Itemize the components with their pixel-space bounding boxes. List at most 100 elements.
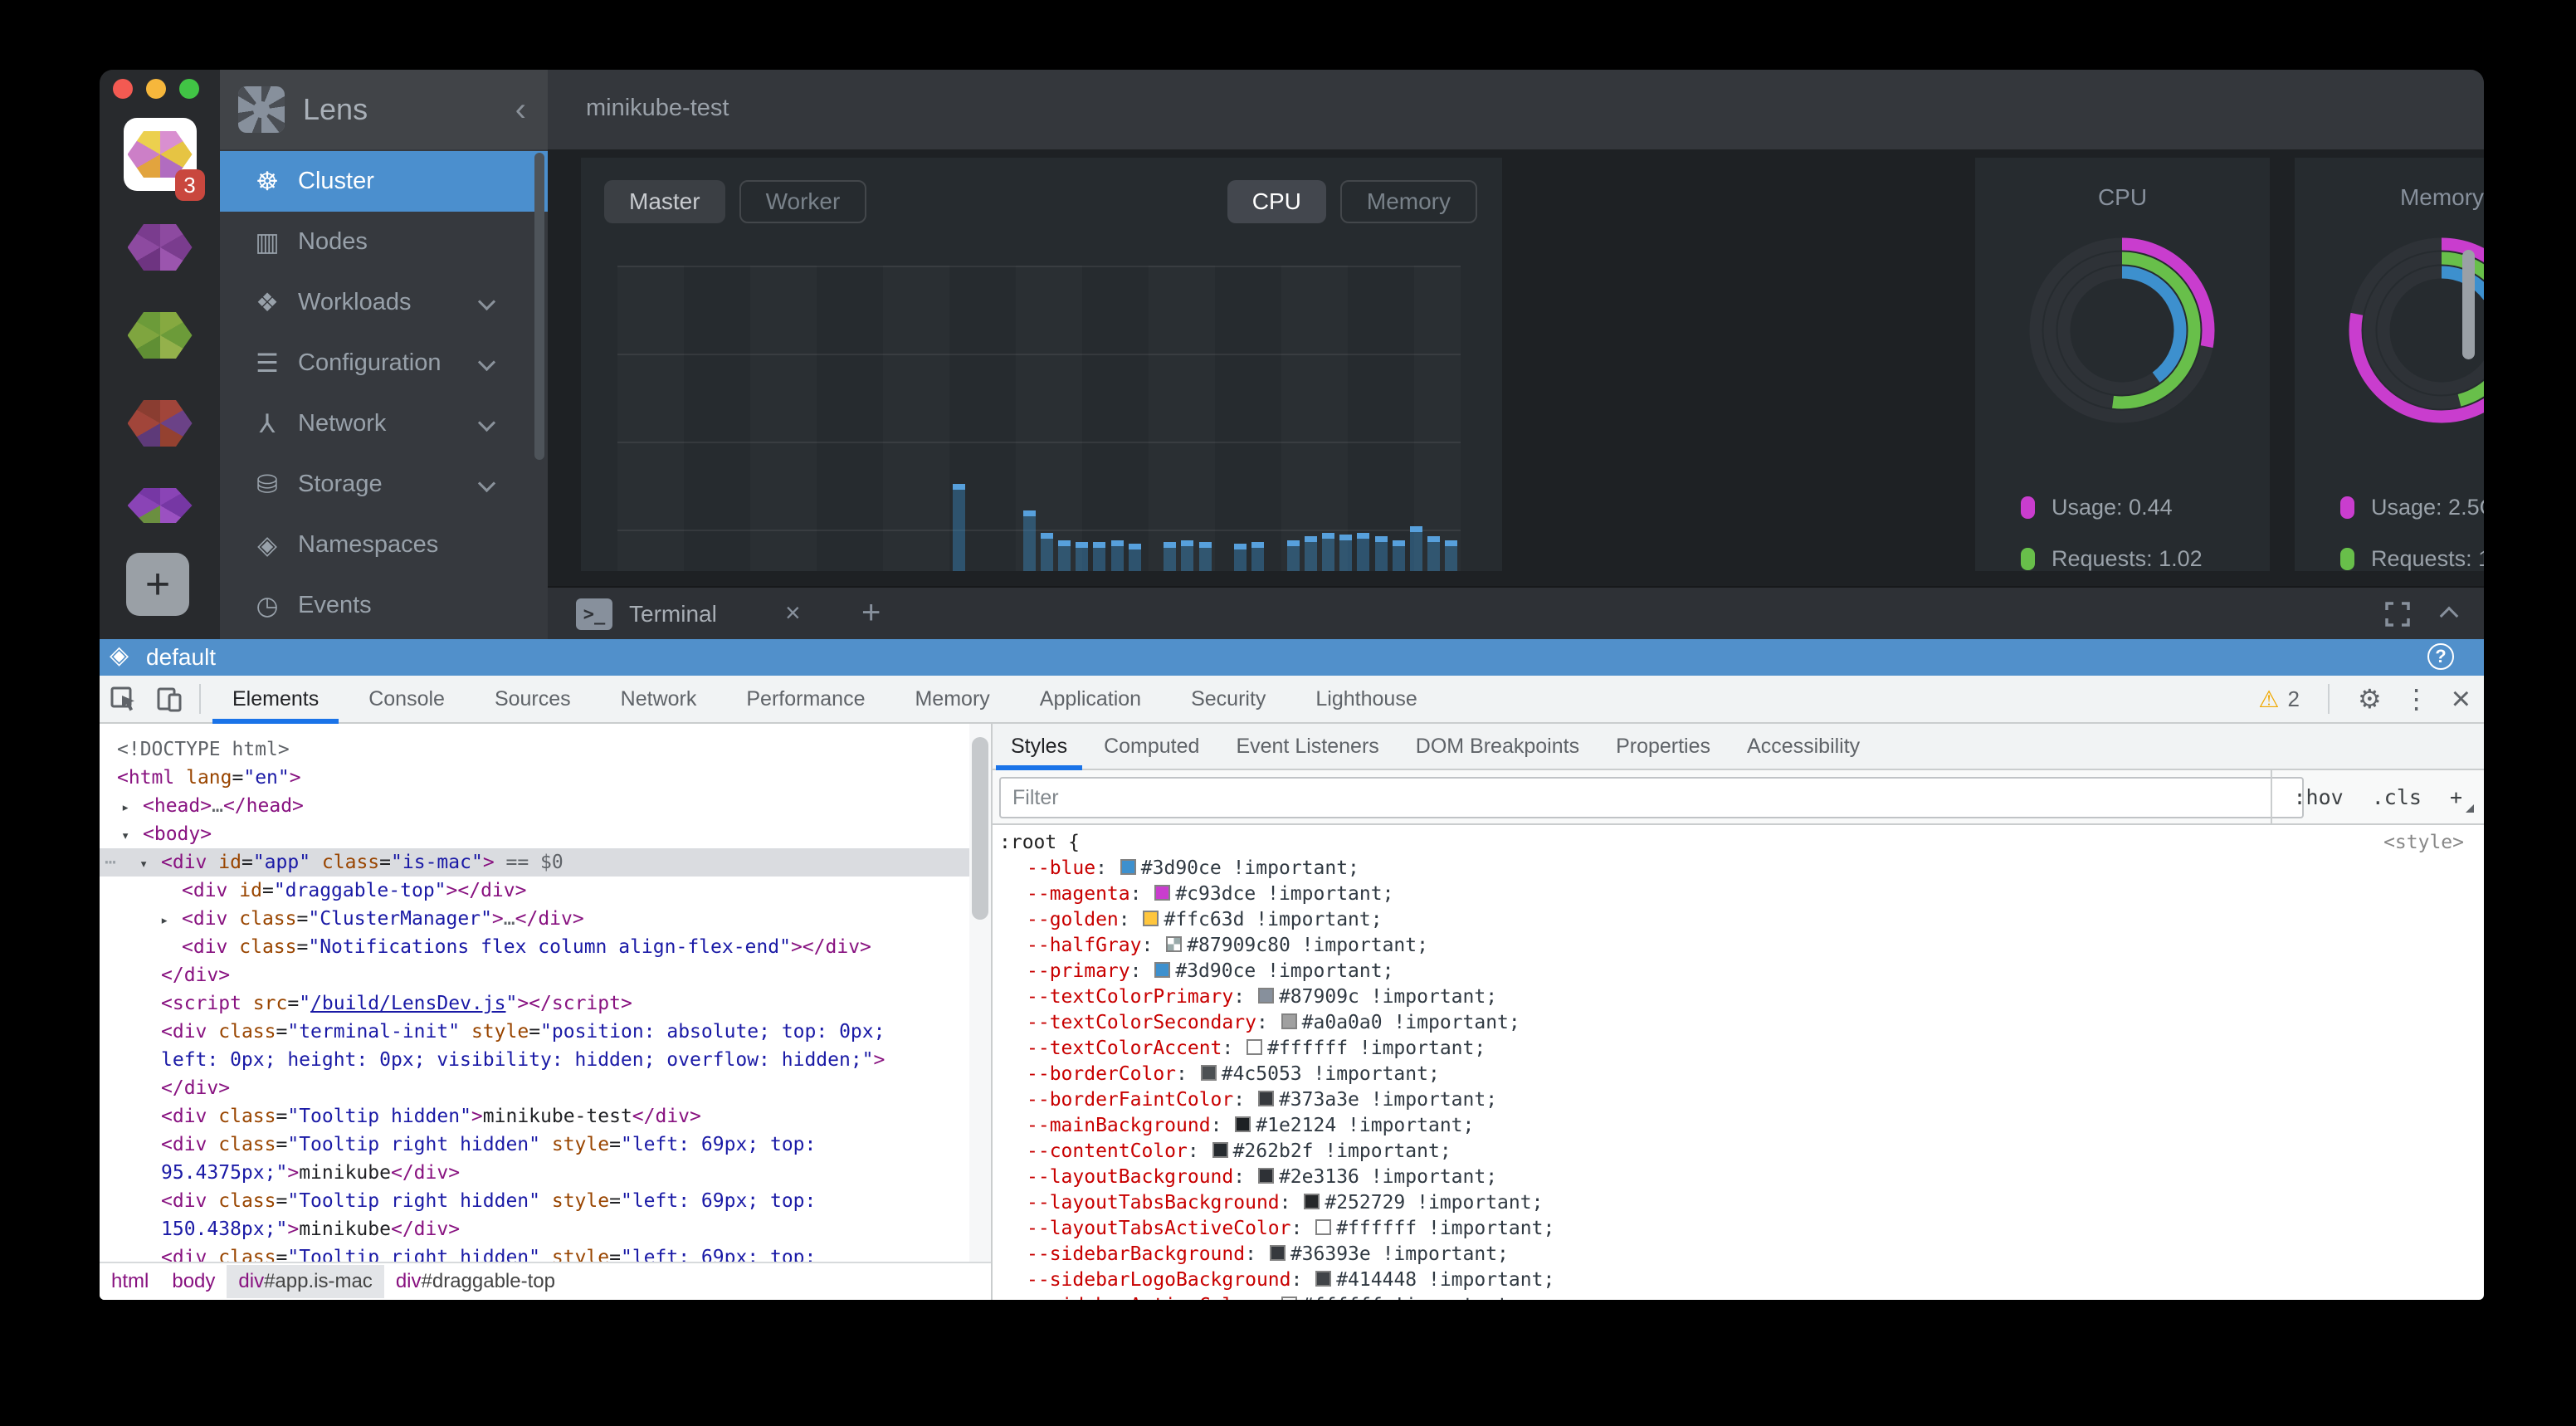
tab-security[interactable]: Security	[1191, 686, 1266, 711]
breadcrumb-div#app.is-mac[interactable]: div#app.is-mac	[227, 1265, 384, 1298]
color-swatch[interactable]	[1281, 1297, 1297, 1300]
dom-tree-row[interactable]: ▸ <head>…</head>	[121, 795, 304, 817]
chevron-down-icon[interactable]	[477, 474, 496, 493]
css-variable-row[interactable]: --layoutBackground: #2e3136 !important;	[1027, 1166, 1498, 1188]
settings-gear-icon[interactable]: ⚙	[2357, 684, 2382, 714]
chevron-down-icon[interactable]	[477, 292, 496, 311]
namespace-label[interactable]: default	[146, 644, 217, 670]
css-variable-row[interactable]: --sidebarBackground: #36393e !important;	[1027, 1243, 1509, 1265]
device-toolbar-icon[interactable]	[146, 676, 193, 722]
stylesheet-origin[interactable]: <style>	[2383, 832, 2464, 853]
sidebar-item-workloads[interactable]: ❖ Workloads	[220, 272, 548, 333]
sidebar-scrollbar[interactable]	[534, 153, 544, 460]
css-variable-row[interactable]: --mainBackground: #1e2124 !important;	[1027, 1115, 1475, 1136]
tab-lighthouse[interactable]: Lighthouse	[1315, 686, 1417, 711]
terminal-close-icon[interactable]: ×	[785, 598, 801, 628]
dom-tree-row[interactable]: ⋯ ▾ <div id="app" class="is-mac"> == $0	[100, 848, 991, 877]
cluster-avatar-active-cluster[interactable]: 3	[123, 118, 205, 201]
color-swatch[interactable]	[1281, 1013, 1297, 1029]
css-variable-row[interactable]: --contentColor: #262b2f !important;	[1027, 1140, 1451, 1162]
css-variable-row[interactable]: --textColorPrimary: #87909c !important;	[1027, 986, 1498, 1008]
color-swatch[interactable]	[1304, 1194, 1320, 1209]
dom-tree-row[interactable]: <div class="terminal-init" style="positi…	[161, 1021, 886, 1043]
pseudo-state-toggle[interactable]: :hov	[2293, 784, 2344, 809]
color-swatch[interactable]	[1120, 859, 1136, 875]
breadcrumb-body[interactable]: body	[172, 1270, 216, 1292]
color-swatch[interactable]	[1154, 885, 1171, 901]
cluster-avatar-cluster-violet[interactable]	[127, 488, 193, 523]
chevron-down-icon[interactable]	[477, 413, 496, 432]
css-variable-row[interactable]: --borderColor: #4c5053 !important;	[1027, 1063, 1440, 1085]
devtools-close-icon[interactable]: ×	[2451, 681, 2471, 717]
sidebar-item-cluster[interactable]: ☸ Cluster	[220, 151, 548, 212]
dom-tree-row[interactable]: <div class="Notifications flex column al…	[182, 936, 871, 958]
close-window-button[interactable]	[113, 79, 133, 99]
css-variable-row[interactable]: --borderFaintColor: #373a3e !important;	[1027, 1089, 1498, 1111]
css-variable-row[interactable]: --sidebarLogoBackground: #414448 !import…	[1027, 1269, 1555, 1291]
dom-tree-row[interactable]: </div>	[161, 1077, 231, 1099]
color-swatch[interactable]	[1154, 962, 1171, 978]
add-cluster-button[interactable]: +	[126, 553, 189, 616]
color-swatch[interactable]	[1247, 1039, 1263, 1055]
dom-tree-row[interactable]: left: 0px; height: 0px; visibility: hidd…	[161, 1049, 886, 1071]
tab-performance[interactable]: Performance	[746, 686, 866, 711]
tab-elements[interactable]: Elements	[207, 676, 344, 724]
node-tab-master[interactable]: Master	[604, 180, 725, 223]
color-swatch[interactable]	[1257, 988, 1274, 1004]
breadcrumb-div#draggable-top[interactable]: div#draggable-top	[395, 1270, 555, 1292]
sidebar-collapse-button[interactable]: ‹	[515, 90, 526, 128]
css-variable-row[interactable]: --layoutTabsActiveColor: #ffffff !import…	[1027, 1218, 1555, 1239]
dom-tree-row[interactable]: <script src="/build/LensDev.js"></script…	[161, 993, 632, 1014]
cluster-avatar-cluster-purple[interactable]	[127, 224, 193, 271]
css-variable-row[interactable]: --layoutTabsBackground: #252729 !importa…	[1027, 1192, 1544, 1214]
content-scrollbar[interactable]	[2462, 250, 2475, 359]
dom-tree-row[interactable]: <div class="Tooltip right hidden" style=…	[161, 1134, 817, 1155]
breadcrumb-html[interactable]: html	[111, 1270, 149, 1292]
warnings-indicator[interactable]: ⚠ 2	[2258, 686, 2300, 713]
dom-tree-row[interactable]: <html lang="en">	[117, 767, 301, 789]
help-button[interactable]: ?	[2427, 643, 2454, 670]
dom-tree-row[interactable]: <div id="draggable-top"></div>	[182, 880, 527, 901]
css-variable-row[interactable]: --magenta: #c93dce !important;	[1027, 883, 1394, 905]
styles-tab-dom-breakpoints[interactable]: DOM Breakpoints	[1415, 734, 1580, 758]
sidebar-item-configuration[interactable]: ☰ Configuration	[220, 333, 548, 393]
color-swatch[interactable]	[1200, 1065, 1217, 1081]
sidebar-item-events[interactable]: ◷ Events	[220, 575, 548, 636]
class-toggle[interactable]: .cls	[2371, 784, 2422, 809]
more-actions-icon[interactable]: ⋯	[105, 852, 116, 873]
cluster-avatar-cluster-red[interactable]	[127, 400, 193, 447]
color-swatch[interactable]	[1166, 936, 1183, 952]
tab-network[interactable]: Network	[620, 686, 697, 711]
dom-tree-row[interactable]: <div class="Tooltip right hidden" style=…	[161, 1247, 817, 1262]
color-swatch[interactable]	[1315, 1219, 1332, 1235]
elements-scrollbar-track[interactable]	[969, 724, 991, 1262]
tab-application[interactable]: Application	[1039, 686, 1142, 711]
dom-tree-row[interactable]: 95.4375px;">minikube</div>	[161, 1162, 461, 1184]
styles-tab-properties[interactable]: Properties	[1616, 734, 1711, 758]
css-variable-row[interactable]: --golden: #ffc63d !important;	[1027, 909, 1383, 930]
dom-tree-row[interactable]: <!DOCTYPE html>	[117, 739, 290, 760]
minimize-window-button[interactable]	[146, 79, 166, 99]
styles-filter-input[interactable]	[999, 777, 2304, 818]
tab-console[interactable]: Console	[368, 686, 445, 711]
metric-tab-memory[interactable]: Memory	[1339, 180, 1477, 223]
chevron-down-icon[interactable]	[477, 353, 496, 372]
more-options-icon[interactable]: ⋮	[2403, 684, 2430, 714]
css-variable-row[interactable]: --halfGray: #87909c80 !important;	[1027, 935, 1428, 956]
color-swatch[interactable]	[1212, 1142, 1228, 1158]
terminal-fullscreen-icon[interactable]	[2383, 599, 2413, 633]
sidebar-item-nodes[interactable]: ▥ Nodes	[220, 212, 548, 272]
dom-tree-row[interactable]: ▾ <body>	[121, 823, 212, 845]
sidebar-item-network[interactable]: ⅄ Network	[220, 393, 548, 454]
color-swatch[interactable]	[1257, 1091, 1274, 1106]
maximize-window-button[interactable]	[179, 79, 199, 99]
styles-tab-computed[interactable]: Computed	[1104, 734, 1200, 758]
new-style-rule-button[interactable]: +	[2449, 784, 2475, 813]
css-variable-row[interactable]: --primary: #3d90ce !important;	[1027, 960, 1394, 982]
color-swatch[interactable]	[1269, 1245, 1286, 1261]
css-variable-row[interactable]: --sidebarActiveColor: #ffffff !important…	[1027, 1293, 2484, 1300]
css-selector[interactable]: :root {	[999, 832, 1080, 853]
sidebar-item-namespaces[interactable]: ◈ Namespaces	[220, 515, 548, 575]
css-variable-row[interactable]: --textColorSecondary: #a0a0a0 !important…	[1027, 1012, 1520, 1033]
node-tab-worker[interactable]: Worker	[739, 180, 867, 223]
